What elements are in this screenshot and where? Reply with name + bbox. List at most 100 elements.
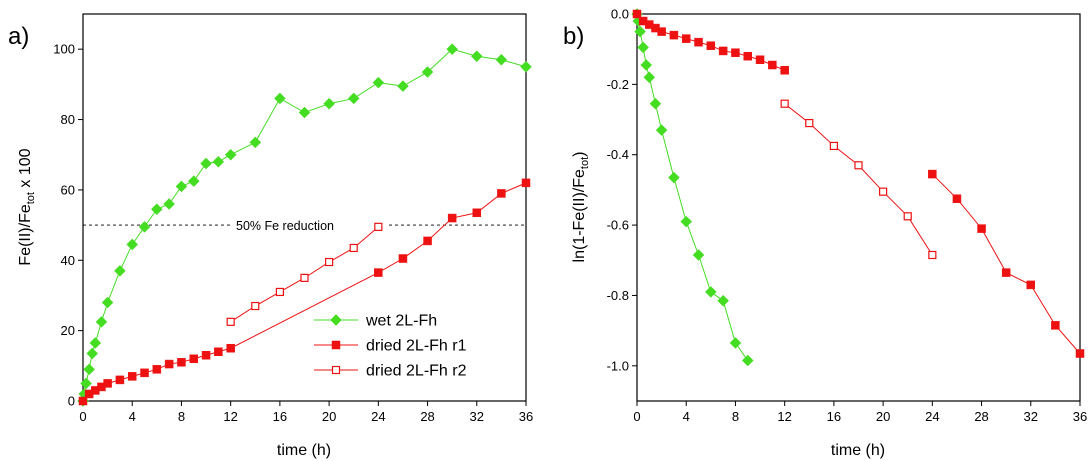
- data-point: [669, 30, 679, 40]
- data-point: [398, 254, 408, 263]
- series-a-2: [226, 222, 383, 326]
- data-point: [150, 203, 163, 216]
- y-axis-label-b-sub: tot: [579, 157, 591, 169]
- data-point: [952, 194, 962, 203]
- data-point: [632, 9, 642, 19]
- y-tick-label: 40: [61, 253, 75, 268]
- data-point: [446, 43, 459, 56]
- x-tick-label: 16: [273, 409, 287, 424]
- data-point: [1026, 280, 1036, 290]
- data-point: [928, 169, 937, 179]
- data-point: [668, 171, 680, 184]
- data-point: [347, 92, 360, 105]
- x-tick-label: 4: [129, 409, 136, 424]
- data-point: [755, 55, 765, 64]
- x-tick-label: 20: [322, 409, 336, 424]
- x-tick-label: 0: [633, 409, 640, 424]
- series-line: [636, 13, 749, 361]
- legend-label: dried 2L-Fh r2: [366, 363, 467, 380]
- data-point: [152, 365, 162, 374]
- data-point: [140, 368, 149, 378]
- series-b-1: [632, 9, 789, 75]
- data-point: [780, 66, 789, 75]
- legend: wet 2L-Fh dried 2L-Fh r1 dried 2L-Fh r2: [314, 313, 467, 380]
- data-point: [126, 238, 139, 251]
- data-point: [187, 175, 200, 187]
- data-point: [349, 243, 358, 253]
- data-point: [780, 99, 789, 108]
- panel-b-label: b): [563, 23, 584, 50]
- data-point: [374, 222, 383, 231]
- data-point: [89, 337, 102, 349]
- y-tick-label: -0.6: [607, 218, 629, 233]
- data-point: [681, 34, 691, 43]
- y-tick-label: 20: [61, 323, 75, 338]
- x-tick-label: 8: [732, 409, 739, 424]
- data-point: [718, 46, 728, 56]
- data-point: [643, 71, 656, 84]
- x-tick-label: 20: [876, 409, 890, 424]
- x-tick-label: 12: [777, 409, 791, 424]
- data-point: [189, 354, 198, 364]
- x-tick-label: 4: [683, 409, 690, 424]
- data-point: [694, 37, 703, 47]
- data-point: [903, 212, 912, 221]
- data-point: [397, 80, 409, 92]
- data-point: [741, 354, 754, 367]
- y-tick-label: 60: [61, 182, 75, 197]
- data-point: [706, 41, 716, 50]
- data-point: [637, 41, 650, 54]
- data-point: [226, 343, 235, 353]
- data-point: [114, 264, 126, 277]
- legend-label: wet 2L-Fh: [365, 313, 437, 330]
- data-point: [729, 337, 742, 349]
- series-group-a: [77, 43, 532, 407]
- data-point: [634, 25, 646, 38]
- data-point: [879, 187, 888, 196]
- y-tick-label: 100: [53, 42, 75, 57]
- y-axis-label-b-suffix: ): [571, 152, 588, 157]
- data-point: [164, 359, 174, 369]
- panel-a-label: a): [8, 23, 29, 50]
- data-point: [423, 236, 432, 246]
- plot-frame-b: [636, 13, 1081, 402]
- data-point: [928, 250, 937, 260]
- series-b-2: [780, 99, 937, 260]
- data-point: [374, 268, 383, 277]
- data-point: [177, 358, 186, 367]
- data-point: [743, 51, 752, 61]
- x-tick-label: 24: [371, 409, 385, 424]
- series-group-b: [631, 8, 1085, 367]
- data-point: [103, 379, 112, 388]
- data-point: [1075, 349, 1085, 358]
- series-a-0: [77, 43, 532, 407]
- legend-item: dried 2L-Fh r2: [314, 363, 467, 380]
- data-point: [78, 396, 88, 406]
- x-tick-label: 36: [519, 409, 533, 424]
- x-tick-label: 24: [925, 409, 939, 424]
- data-point: [497, 189, 506, 198]
- data-point: [138, 220, 151, 233]
- data-point: [731, 48, 740, 57]
- y-axis-label-b: ln(1-Fe(II)/Fetot): [571, 152, 591, 263]
- data-point: [421, 66, 434, 78]
- data-point: [470, 50, 483, 63]
- data-point: [717, 294, 729, 307]
- x-tick-label: 28: [974, 409, 988, 424]
- y-axis-label-a-main: Fe(II)/Fe: [17, 204, 34, 265]
- y-axis-label-a-suffix: x 100: [17, 148, 34, 192]
- data-point: [226, 317, 235, 326]
- tick-group-b: 0 4 8 12 16 20 24 28 32 36 0.0 -0.2 -0.4 -0.6 -0.8 -1.0: [607, 7, 1088, 425]
- data-point: [447, 213, 457, 223]
- data-point: [655, 124, 668, 136]
- data-point: [1051, 321, 1060, 330]
- data-point: [325, 257, 334, 267]
- data-point: [212, 155, 225, 168]
- series-a-1: [78, 178, 531, 406]
- data-point: [768, 60, 777, 70]
- tick-group-a: 0 4 8 12 16 20 24 28 32 36 0 20 40 60 80 100: [53, 42, 533, 424]
- x-tick-label: 28: [420, 409, 434, 424]
- data-point: [472, 208, 482, 218]
- data-point: [251, 301, 260, 311]
